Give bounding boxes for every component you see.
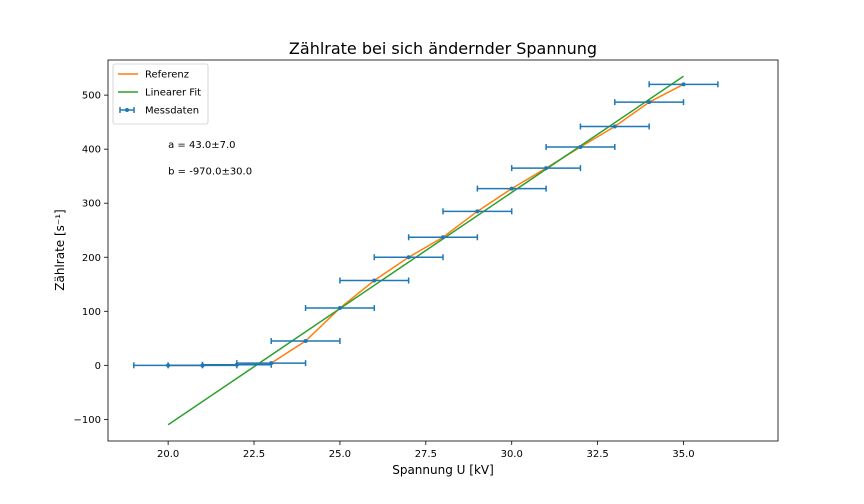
data-marker: [372, 278, 377, 283]
data-marker: [269, 361, 274, 366]
chart-title: Zählrate bei sich ändernder Spannung: [289, 39, 597, 58]
fit-annotation: b = -970.0±30.0: [168, 167, 252, 178]
data-point: [339, 277, 410, 284]
y-tick-label: 400: [82, 145, 101, 156]
data-point: [545, 144, 616, 151]
data-marker: [406, 255, 411, 260]
annotations: a = 43.0±7.0 b = -970.0±30.0: [168, 140, 252, 177]
series-line-referenz: [168, 83, 684, 367]
x-tick-label: 35.0: [672, 449, 694, 460]
legend-label: Messdaten: [145, 106, 199, 117]
data-marker: [337, 306, 342, 311]
x-tick-label: 20.0: [157, 449, 179, 460]
data-marker: [303, 339, 308, 344]
y-tick-label: 100: [82, 307, 101, 318]
x-tick-label: 30.0: [501, 449, 523, 460]
series-line-linearer-fit: [167, 75, 684, 426]
data-marker: [441, 235, 445, 240]
x-axis-label: Spannung U [kV]: [392, 463, 494, 477]
data-point: [373, 254, 444, 261]
data-marker: [475, 209, 480, 214]
data-marker: [544, 166, 549, 171]
x-tick-label: 22.5: [243, 449, 265, 460]
data-point: [614, 99, 685, 106]
y-tick-label: 200: [82, 253, 101, 264]
legend-item: Referenz: [118, 70, 189, 81]
data-marker: [647, 100, 652, 105]
x-tick-label: 25.0: [329, 449, 351, 460]
data-point: [442, 208, 513, 215]
y-tick-label: 300: [82, 199, 101, 210]
plot-area: [133, 75, 719, 426]
axes-frame: [107, 59, 779, 442]
data-point: [476, 185, 547, 192]
y-axis-label: Zählrate [s⁻¹]: [53, 209, 67, 290]
data-point: [579, 123, 650, 130]
x-tick-label: 27.5: [415, 449, 437, 460]
legend-label: Linearer Fit: [145, 88, 201, 99]
y-axis: −100 0 100 200 300 400 500: [74, 91, 108, 426]
fit-annotation: a = 43.0±7.0: [168, 140, 235, 151]
legend-box: [112, 63, 209, 125]
data-marker: [612, 124, 617, 129]
x-axis: 20.0 22.5 25.0 27.5 30.0 32.5 35.0: [157, 441, 695, 460]
legend: Referenz Linearer Fit Messdaten: [112, 63, 209, 125]
data-marker: [578, 145, 583, 150]
data-marker: [681, 82, 686, 87]
data-point: [270, 338, 341, 345]
legend-swatch-marker: [125, 108, 129, 112]
legend-item: Messdaten: [119, 106, 199, 117]
legend-label: Referenz: [145, 70, 189, 81]
data-point: [236, 360, 307, 367]
data-point: [407, 234, 479, 241]
y-tick-label: 500: [82, 91, 101, 102]
y-tick-label: 0: [95, 361, 101, 372]
x-tick-label: 32.5: [586, 449, 608, 460]
data-point: [648, 81, 719, 88]
data-point: [510, 165, 582, 172]
data-point: [304, 305, 376, 312]
data-marker: [509, 186, 514, 191]
legend-item: Linearer Fit: [118, 88, 201, 99]
y-tick-label: −100: [74, 415, 101, 426]
